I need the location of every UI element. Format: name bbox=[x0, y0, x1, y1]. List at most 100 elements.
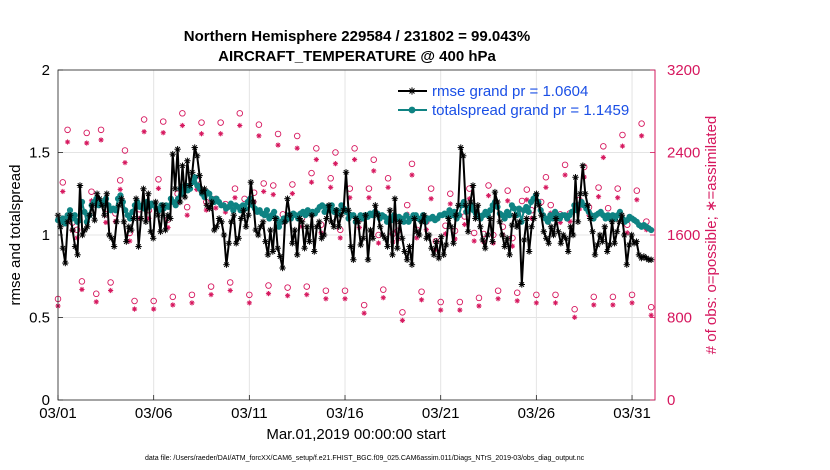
rmse-point bbox=[591, 251, 599, 258]
rmse-point bbox=[169, 150, 176, 158]
rmse-point bbox=[320, 231, 328, 239]
rmse-point bbox=[472, 215, 479, 222]
y-left-tick-label: 1 bbox=[42, 227, 50, 244]
rmse-point bbox=[599, 238, 606, 245]
obs-assimilated-point bbox=[572, 314, 578, 320]
obs-assimilated-point bbox=[117, 186, 123, 193]
rmse-point bbox=[201, 185, 208, 192]
rmse-point bbox=[254, 231, 262, 239]
rmse-point bbox=[196, 172, 203, 179]
rmse-point bbox=[350, 256, 357, 263]
obs-assimilated-point bbox=[79, 286, 85, 293]
y-right-tick-label: 0 bbox=[667, 392, 675, 409]
obs-possible-point bbox=[447, 190, 454, 197]
obs-possible-point bbox=[595, 184, 602, 191]
rmse-point bbox=[469, 182, 477, 189]
obs-possible-point bbox=[303, 283, 311, 290]
y-right-tick-label: 1600 bbox=[667, 227, 700, 244]
rmse-point bbox=[64, 218, 71, 225]
obs-possible-point bbox=[327, 175, 334, 182]
rmse-point bbox=[579, 162, 587, 169]
obs-assimilated-point bbox=[418, 297, 425, 303]
totalspread-point bbox=[271, 208, 278, 215]
rmse-point bbox=[240, 207, 247, 214]
rmse-point bbox=[484, 231, 491, 239]
obs-assimilated-point bbox=[261, 188, 267, 195]
rmse-point bbox=[328, 218, 335, 225]
obs-possible-point bbox=[619, 131, 626, 139]
obs-assimilated-point bbox=[170, 302, 176, 308]
x-tick-label: 03/16 bbox=[326, 405, 364, 422]
legend-totalspread-label: totalspread grand pr = 1.1459 bbox=[432, 102, 629, 119]
obs-assimilated-point bbox=[275, 142, 281, 148]
obs-assimilated-point bbox=[462, 221, 468, 228]
totalspread-point bbox=[263, 207, 271, 214]
rmse-point bbox=[225, 240, 233, 247]
obs-possible-point bbox=[418, 288, 425, 295]
obs-assimilated-point bbox=[60, 188, 66, 195]
axis-ticks: 03/01 03/06 03/11 03/16 03/21 03/26 03/31 0 0.5 1… bbox=[29, 62, 700, 422]
totalspread-point bbox=[350, 212, 357, 219]
rmse-point bbox=[394, 245, 401, 252]
obs-possible-point bbox=[116, 177, 124, 184]
obs-assimilated-point bbox=[385, 184, 391, 190]
rmse-point bbox=[142, 218, 150, 225]
rmse-point bbox=[396, 218, 403, 225]
obs-assimilated-point bbox=[600, 154, 606, 161]
y-right-tick-label: 800 bbox=[667, 310, 692, 327]
obs-assimilated-point bbox=[232, 195, 238, 201]
rmse-point bbox=[157, 228, 164, 235]
obs-assimilated-point bbox=[505, 198, 511, 204]
rmse-point bbox=[606, 241, 613, 249]
rmse-point bbox=[223, 261, 230, 268]
chart-title-line2: AIRCRAFT_TEMPERATURE @ 400 hPa bbox=[218, 48, 496, 65]
rmse-point bbox=[294, 251, 301, 258]
rmse-point bbox=[618, 212, 626, 219]
rmse-point bbox=[589, 228, 596, 235]
rmse-point bbox=[552, 215, 560, 222]
obs-assimilated-point bbox=[485, 193, 492, 199]
rmse-point bbox=[337, 212, 345, 219]
obs-possible-point bbox=[183, 203, 191, 211]
rmse-point bbox=[367, 226, 374, 234]
rmse-point bbox=[189, 169, 196, 176]
rmse-point bbox=[318, 235, 325, 242]
obs-possible-point bbox=[169, 293, 177, 301]
obs-possible-point bbox=[542, 173, 550, 181]
obs-possible-point bbox=[628, 291, 636, 299]
rmse-point bbox=[518, 281, 525, 288]
rmse-point bbox=[152, 198, 159, 206]
y-left-tick-label: 2 bbox=[42, 62, 50, 79]
rmse-point bbox=[408, 261, 416, 268]
rmse-point bbox=[391, 195, 399, 202]
obs-assimilated-point bbox=[447, 201, 453, 207]
rmse-point bbox=[284, 195, 291, 202]
rmse-point bbox=[347, 243, 355, 250]
rmse-point bbox=[450, 240, 457, 247]
obs-assimilated-point bbox=[337, 235, 343, 241]
rmse-point bbox=[479, 236, 486, 244]
obs-possible-point bbox=[456, 298, 464, 306]
obs-assimilated-point bbox=[543, 184, 549, 190]
rmse-point bbox=[435, 254, 443, 262]
rmse-point bbox=[418, 218, 425, 225]
obs-possible-point bbox=[638, 120, 645, 127]
x-tick-label: 03/06 bbox=[135, 405, 173, 422]
rmse-point bbox=[267, 226, 274, 234]
data-file-footnote: data file: /Users/raeder/DAI/ATM_forcXX/… bbox=[145, 455, 585, 462]
obs-possible-point bbox=[380, 286, 387, 293]
rmse-point bbox=[340, 207, 347, 214]
rmse-point bbox=[313, 223, 320, 230]
obs-possible-point bbox=[552, 291, 559, 299]
obs-possible-point bbox=[274, 130, 282, 138]
rmse-point bbox=[613, 228, 621, 235]
rmse-point bbox=[120, 218, 128, 225]
rmse-point bbox=[428, 245, 435, 252]
rmse-point bbox=[218, 218, 225, 225]
rmse-point bbox=[150, 235, 157, 242]
rmse-point bbox=[235, 235, 242, 242]
obs-assimilated-point bbox=[313, 156, 319, 163]
rmse-point bbox=[179, 162, 186, 169]
obs-possible-point bbox=[533, 291, 540, 299]
rmse-point bbox=[623, 261, 630, 268]
